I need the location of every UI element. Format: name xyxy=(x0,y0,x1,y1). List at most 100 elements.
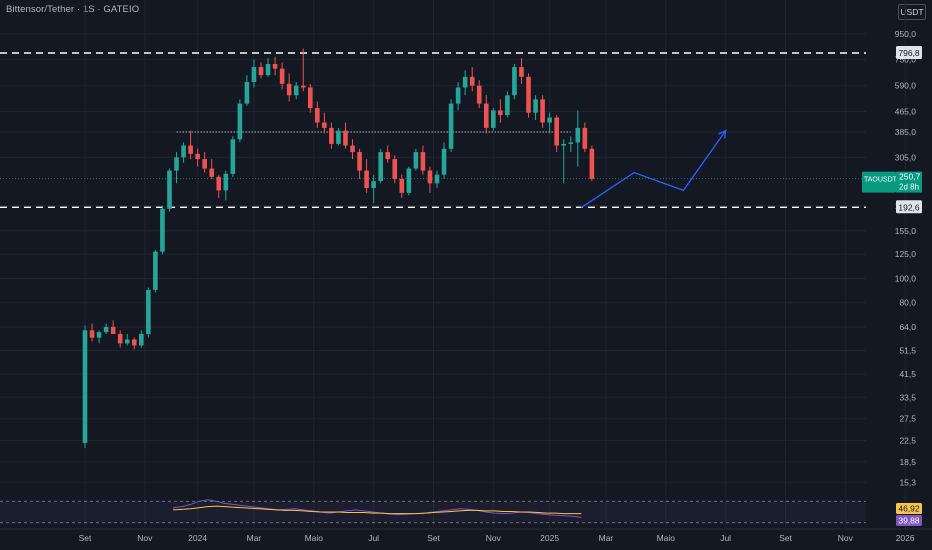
time-tick-label: 2025 xyxy=(540,533,559,543)
candle-body xyxy=(293,85,299,96)
candle-body xyxy=(279,68,285,84)
candle xyxy=(392,155,398,184)
candle xyxy=(110,320,116,334)
candle-body xyxy=(329,127,334,144)
price-tick-label: 15,3 xyxy=(899,477,916,487)
candle-body xyxy=(202,159,207,169)
candle xyxy=(174,152,179,184)
candle-body xyxy=(413,152,419,169)
candle-body xyxy=(533,99,538,113)
price-axis: 950,0750,0590,0465,0385,0305,0195,0155,0… xyxy=(862,29,922,526)
candle-body xyxy=(272,64,278,69)
time-tick-label: Nov xyxy=(486,533,502,543)
candle-body xyxy=(258,67,264,76)
rsi-tag-bg xyxy=(896,515,922,526)
candle xyxy=(117,330,123,348)
candle xyxy=(568,136,574,153)
candle-body xyxy=(300,85,306,88)
candle-body xyxy=(554,117,559,146)
time-axis: Set Nov 2024 Mar Maio Jul Set Nov 2025 Mar Maio Jul… xyxy=(79,533,915,543)
candle-body xyxy=(392,159,398,179)
candle-body xyxy=(427,170,433,184)
chart-title: Bittensor/Tether · 1S · GATEIO xyxy=(6,4,140,15)
candle-body xyxy=(307,87,313,109)
level-tag: 192,6 xyxy=(896,200,922,214)
price-tick-label: 80,0 xyxy=(899,298,916,308)
grid xyxy=(0,0,932,530)
candle xyxy=(350,139,355,160)
candle-body xyxy=(89,330,95,338)
candle-body xyxy=(103,326,109,333)
candle xyxy=(265,58,271,77)
candle-body xyxy=(343,130,348,146)
candle-body xyxy=(399,178,405,193)
candle xyxy=(434,170,440,188)
candle-body xyxy=(153,251,158,290)
candle xyxy=(371,174,376,204)
time-tick-label: Jul xyxy=(368,533,379,543)
price-tick-label: 305,0 xyxy=(895,152,917,162)
candle xyxy=(547,112,552,134)
candle-body xyxy=(350,145,355,153)
candle xyxy=(124,333,130,346)
candle-body xyxy=(174,157,179,171)
rsi-ma-tag-bg xyxy=(896,503,922,514)
key-levels xyxy=(0,52,866,208)
candle-body xyxy=(462,76,468,88)
candle-body xyxy=(420,152,426,171)
rsi-ma-line xyxy=(172,505,582,515)
candle xyxy=(491,108,496,131)
price-tick-label: 950,0 xyxy=(895,29,917,39)
candle-body xyxy=(589,148,595,179)
time-tick-label: Maio xyxy=(657,533,676,543)
candle xyxy=(469,67,475,92)
candle-body xyxy=(146,289,151,334)
candle xyxy=(300,48,306,92)
rsi-ma-value: 46,92 xyxy=(898,504,920,514)
candle xyxy=(188,130,193,160)
candle xyxy=(153,249,158,293)
projection-arrowhead xyxy=(718,129,727,139)
rsi-tag: 39,88 xyxy=(896,515,922,526)
projection-line xyxy=(580,130,727,209)
candle-body xyxy=(110,326,116,334)
candle-body xyxy=(582,127,588,149)
candle xyxy=(406,166,412,196)
candle xyxy=(399,174,405,198)
price-tick-label: 155,0 xyxy=(895,226,917,236)
candle xyxy=(286,73,292,102)
candle-body xyxy=(223,173,229,191)
candle-body xyxy=(526,76,531,113)
candle xyxy=(462,70,468,96)
candle-body xyxy=(371,181,376,188)
candle-body xyxy=(378,152,383,182)
candle-body xyxy=(469,76,475,86)
candle-body xyxy=(455,87,461,104)
candle-body xyxy=(286,83,292,96)
candle xyxy=(589,145,595,182)
candle xyxy=(230,136,236,177)
candle-body xyxy=(322,122,327,128)
candle-body xyxy=(476,85,482,104)
rsi-pane xyxy=(0,499,866,524)
candle-body xyxy=(139,333,144,346)
price-tick-label: 41,5 xyxy=(899,369,916,379)
candle xyxy=(272,56,278,76)
candle-body xyxy=(364,170,369,188)
time-tick-label: Nov xyxy=(137,533,153,543)
candle xyxy=(89,323,95,342)
price-tick-label: 750,0 xyxy=(895,55,917,65)
candle xyxy=(96,330,102,344)
candle xyxy=(343,122,348,149)
candle xyxy=(139,330,144,348)
candle-body xyxy=(540,99,545,123)
candle xyxy=(575,110,581,167)
rsi-ma-tag: 46,92 xyxy=(896,503,922,514)
candle xyxy=(336,127,341,146)
last-price-tag-bg xyxy=(862,171,896,193)
time-tick-label: Jul xyxy=(720,533,731,543)
level-tag-bg xyxy=(896,200,922,214)
candle xyxy=(82,325,88,449)
time-tick-label: Set xyxy=(79,533,92,543)
